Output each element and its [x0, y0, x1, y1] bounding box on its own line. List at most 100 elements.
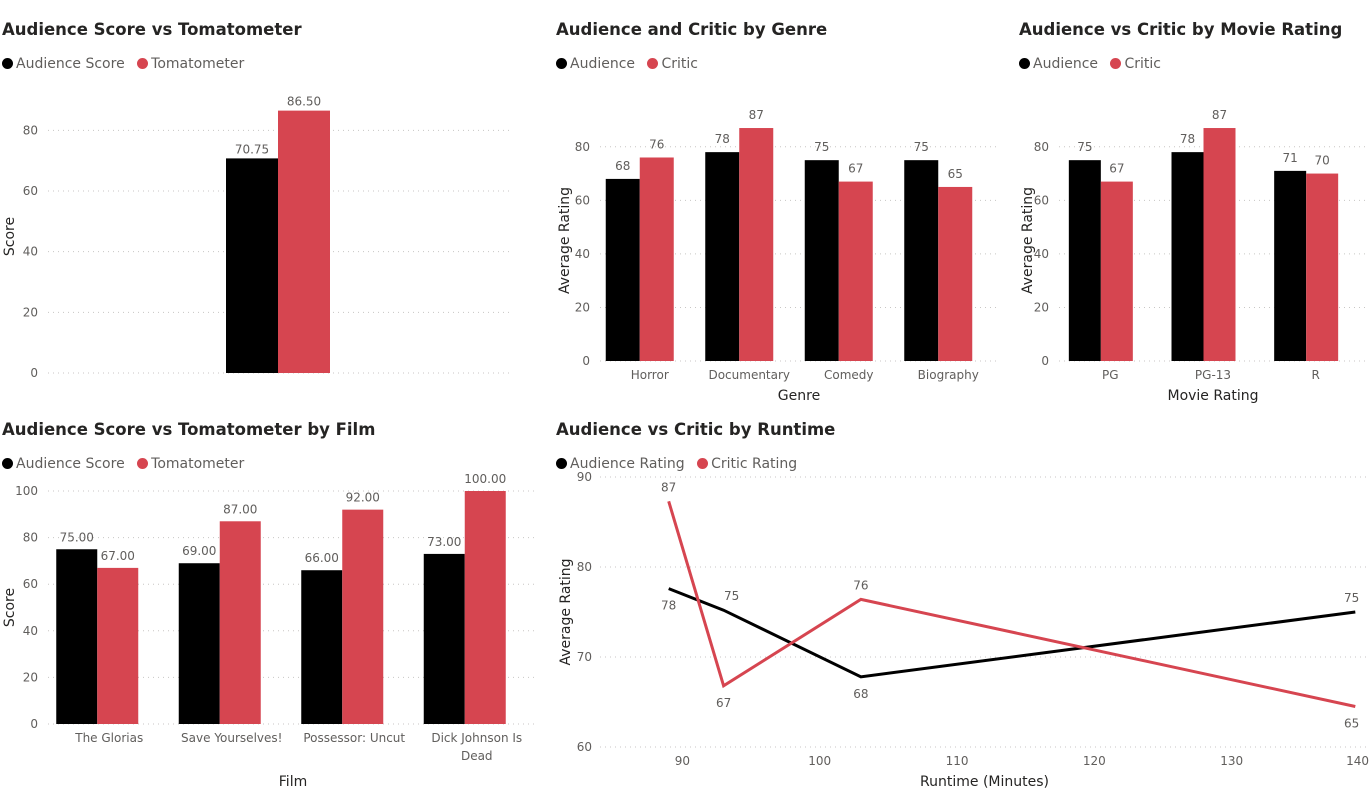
y-tick-label: 0 — [30, 717, 38, 731]
bar-audience — [605, 178, 640, 361]
x-tick-label: 130 — [1220, 754, 1243, 768]
x-tick-label: Documentary — [708, 368, 790, 382]
x-tick-label: The Glorias — [74, 731, 143, 745]
x-tick-label: Dick Johnson Is — [431, 731, 522, 745]
data-label: 75 — [814, 140, 829, 154]
data-label: 75 — [1344, 591, 1359, 605]
bar-audience — [705, 152, 740, 361]
legend-item-audience-score[interactable]: Audience Score — [2, 56, 125, 72]
y-tick-label: 40 — [1034, 247, 1049, 261]
x-tick-label: PG-13 — [1195, 368, 1231, 382]
data-label: 70 — [1315, 154, 1330, 168]
x-tick-label: Biography — [918, 368, 979, 382]
bar-audience — [804, 160, 839, 361]
bar-audience — [1068, 160, 1101, 361]
data-label: 71 — [1283, 151, 1298, 165]
legend-label: Critic Rating — [711, 456, 798, 472]
data-label: 87.00 — [223, 502, 257, 516]
legend: Audience Rating Critic Rating — [556, 456, 805, 472]
legend-item-audience[interactable]: Audience — [1019, 56, 1098, 72]
data-label: 69.00 — [182, 544, 216, 558]
legend-marker-icon — [556, 58, 567, 69]
legend-item-critic[interactable]: Critic — [647, 56, 698, 72]
x-tick-label: 90 — [675, 754, 690, 768]
legend-marker-icon — [137, 458, 149, 469]
y-tick-label: 0 — [1041, 354, 1049, 368]
y-tick-label: 70 — [577, 650, 592, 664]
x-axis-title: Genre — [778, 388, 820, 404]
y-tick-label: 40 — [575, 247, 590, 261]
line-critic-rating — [667, 500, 1356, 708]
y-tick-label: 60 — [1034, 193, 1049, 207]
x-tick-label: Dead — [461, 749, 493, 763]
data-label: 68 — [853, 687, 868, 701]
legend: Audience Score Tomatometer — [2, 456, 252, 472]
bar-tomatometer — [342, 509, 384, 724]
legend-marker-icon — [2, 458, 13, 469]
bar-tomatometer — [464, 491, 506, 724]
y-tick-label: 60 — [577, 740, 592, 754]
data-label: 92.00 — [346, 491, 380, 505]
chart-plot-area: 0 20 40 60 80 75 67 PG 78 87 PG-13 71 70 R Movie Ratin… — [1020, 108, 1367, 404]
y-tick-label: 80 — [23, 531, 38, 545]
chart-title: Audience Score vs Tomatometer — [2, 20, 302, 39]
y-axis-title: Score — [2, 588, 18, 627]
data-label: 67 — [716, 696, 731, 710]
y-tick-label: 0 — [582, 354, 590, 368]
legend-label: Audience Rating — [570, 456, 685, 472]
y-tick-label: 20 — [1034, 300, 1049, 314]
bar-critic — [938, 186, 973, 361]
bar-audience-score — [423, 553, 465, 724]
legend-label: Audience Score — [16, 56, 125, 72]
bar-audience-score — [226, 158, 278, 373]
legend-marker-icon — [1019, 58, 1030, 69]
chart-plot-area: 0 20 40 60 80 68 76 Horror 78 87 Documentary 75 67 Co… — [557, 108, 998, 404]
chart-title: Audience vs Critic by Runtime — [556, 420, 836, 439]
x-tick-label: R — [1311, 368, 1319, 382]
y-tick-label: 80 — [575, 140, 590, 154]
bar-critic — [1100, 181, 1133, 361]
bar-critic — [1306, 173, 1339, 361]
legend: Audience Critic — [556, 56, 706, 72]
y-tick-label: 20 — [575, 300, 590, 314]
chart-plot-area: 0 20 40 60 80 70.75 86.50 Score — [2, 95, 510, 380]
data-label: 65 — [1344, 717, 1359, 731]
legend-item-tomatometer[interactable]: Tomatometer — [137, 56, 244, 72]
data-label: 78 — [661, 599, 676, 613]
legend-label: Critic — [1124, 56, 1161, 72]
legend-marker-icon — [1110, 58, 1122, 69]
bar-audience-score — [301, 570, 343, 724]
data-label: 76 — [649, 137, 664, 151]
y-axis-title: Average Rating — [1020, 187, 1036, 294]
legend-item-critic[interactable]: Critic — [1110, 56, 1161, 72]
data-label: 76 — [853, 578, 868, 592]
bar-audience — [1171, 152, 1204, 361]
chart-audience-critic-by-genre: Audience and Critic by Genre Audience Cr… — [554, 0, 1000, 410]
data-label: 73.00 — [427, 535, 461, 549]
data-label: 87 — [661, 480, 676, 494]
legend-item-critic-rating[interactable]: Critic Rating — [697, 456, 797, 472]
legend: Audience Critic — [1019, 56, 1169, 72]
chart-plot-area: 60 70 80 90 90 100 110 120 130 140 78 75 68 75 87 67 76 6… — [558, 470, 1369, 790]
y-tick-label: 60 — [23, 184, 38, 198]
legend-item-audience[interactable]: Audience — [556, 56, 635, 72]
bar-tomatometer — [219, 521, 261, 724]
bar-critic — [838, 181, 873, 361]
legend-marker-icon — [697, 458, 709, 469]
x-tick-label: 140 — [1346, 754, 1369, 768]
legend-item-tomatometer[interactable]: Tomatometer — [137, 456, 244, 472]
y-tick-label: 0 — [30, 366, 38, 380]
legend: Audience Score Tomatometer — [2, 56, 252, 72]
chart-score-vs-tomatometer-by-film: Audience Score vs Tomatometer by Film Au… — [0, 400, 540, 792]
chart-title: Audience and Critic by Genre — [556, 20, 828, 39]
data-label: 68 — [615, 159, 630, 173]
bar-critic — [639, 157, 674, 361]
y-tick-label: 80 — [1034, 140, 1049, 154]
y-tick-label: 60 — [23, 577, 38, 591]
y-tick-label: 40 — [23, 245, 38, 259]
legend-item-audience-score[interactable]: Audience Score — [2, 456, 125, 472]
legend-item-audience-rating[interactable]: Audience Rating — [556, 456, 685, 472]
bar-audience-score — [178, 563, 220, 724]
y-tick-label: 40 — [23, 624, 38, 638]
chart-title: Audience vs Critic by Movie Rating — [1019, 20, 1343, 39]
